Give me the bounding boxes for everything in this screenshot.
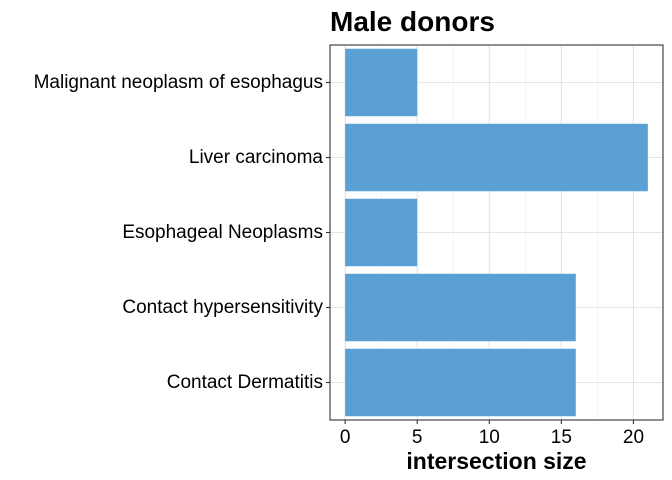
- category-label: Liver carcinoma: [189, 147, 324, 168]
- bar: [345, 48, 418, 117]
- category-label: Contact Dermatitis: [167, 372, 323, 393]
- bar: [345, 198, 418, 267]
- x-tick-label: 15: [551, 427, 572, 448]
- bar: [345, 348, 576, 417]
- x-tick-label: 10: [479, 427, 500, 448]
- x-tick-label: 0: [340, 427, 351, 448]
- x-tick-label: 20: [623, 427, 644, 448]
- bar: [345, 123, 648, 192]
- x-axis-title: intersection size: [406, 448, 586, 474]
- x-tick-label: 5: [412, 427, 423, 448]
- category-label: Esophageal Neoplasms: [122, 222, 323, 243]
- category-label: Malignant neoplasm of esophagus: [34, 72, 323, 93]
- chart-title: Male donors: [330, 6, 495, 37]
- x-axis-ticks: 0 5 10 15 20: [326, 81, 644, 448]
- bars-layer: [345, 48, 648, 417]
- bar: [345, 273, 576, 342]
- category-label: Contact hypersensitivity: [122, 297, 323, 318]
- category-labels: Malignant neoplasm of esophagus Liver car…: [34, 72, 324, 393]
